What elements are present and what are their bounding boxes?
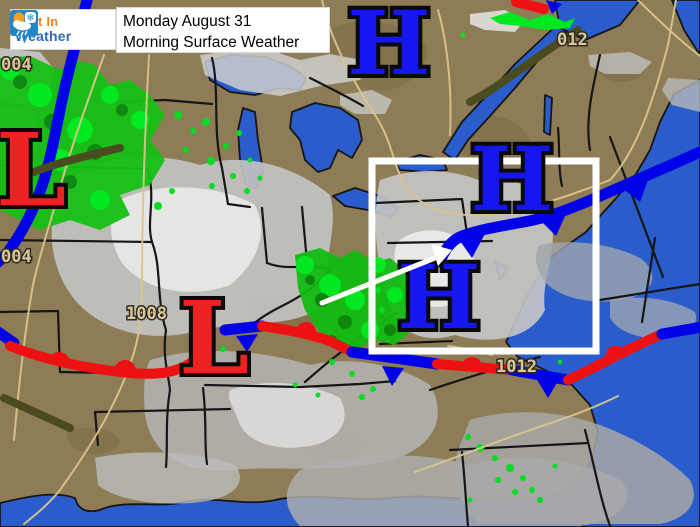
title-box: Monday August 31 Morning Surface Weather — [116, 7, 330, 53]
cold-front-pip — [458, 232, 486, 258]
snow-chip — [25, 12, 36, 23]
stationary-cold-pip — [236, 334, 258, 352]
stationary-cold-pip — [536, 378, 558, 398]
stationary-cold-pip — [382, 366, 404, 386]
warm-front-south — [5, 341, 197, 379]
radar-speckles-wisconsin — [154, 111, 263, 210]
trough-line — [30, 144, 124, 176]
warm-front-pip — [48, 351, 71, 364]
lake-huron — [289, 102, 363, 173]
stationary-warm-pip — [295, 321, 316, 333]
weather-logo-icon: ❄ — [10, 10, 38, 44]
stationary-cold-seg — [346, 346, 443, 370]
annotation-arrow — [319, 244, 452, 306]
isobar-labels: 004 004 1008 012 1012 — [0, 29, 589, 379]
low-symbol: L — [179, 279, 249, 397]
rain-lines-icon — [16, 30, 28, 37]
high-symbol: H — [470, 127, 553, 231]
trough-layer — [0, 26, 582, 432]
pressure-label: 1012 — [496, 357, 537, 377]
pressure-label: 1008 — [126, 304, 167, 324]
high-symbol: H — [347, 0, 430, 95]
pressure-symbols: H H H L L — [0, 0, 558, 401]
trough-line — [466, 26, 582, 106]
stationary-warm-pip — [462, 357, 482, 367]
topright-water — [671, 0, 700, 56]
stationary-cold-seg — [506, 364, 574, 386]
front-stub-top — [511, 0, 549, 14]
stationary-warm-seg — [563, 329, 667, 385]
title-subtitle: Morning Surface Weather — [123, 34, 300, 52]
snowflake-icon: ❄ — [26, 13, 34, 24]
highlight-box — [368, 157, 600, 355]
stationary-warm-seg — [257, 321, 357, 357]
cold-front-stub-left — [0, 326, 20, 349]
radar-top-streak — [490, 12, 575, 30]
cloud-icon-lobe — [13, 20, 21, 28]
front-stub-top-blue — [546, 0, 562, 14]
title-date: Monday August 31 — [123, 13, 252, 30]
stationary-cold-seg — [219, 320, 268, 336]
cold-front-pip — [622, 180, 648, 202]
cold-front-northeast — [434, 145, 700, 268]
trough-line — [0, 394, 74, 432]
pressure-label: 004 — [1, 55, 32, 75]
cold-front-pip — [540, 214, 566, 236]
lake-champlain — [543, 94, 553, 136]
low-symbol: L — [0, 111, 66, 229]
pressure-label: 012 — [557, 30, 588, 50]
logo-box: ❄ Just In Weather — [10, 9, 116, 50]
stationary-warm-pip — [605, 345, 624, 358]
pressure-label: 004 — [1, 247, 32, 267]
warm-front-pip — [114, 359, 137, 372]
stationary-cold-seg — [656, 321, 700, 340]
